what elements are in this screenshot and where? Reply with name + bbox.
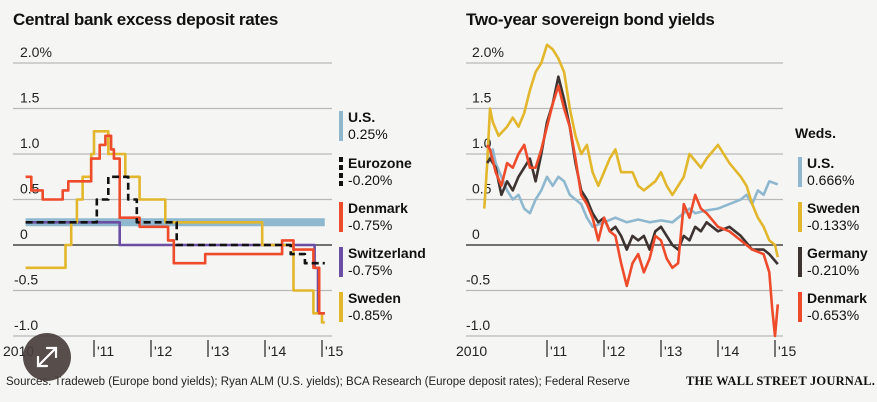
legend-swatch (339, 202, 343, 232)
series-line-us (488, 148, 779, 229)
legend-swatch (798, 202, 802, 232)
legend-swatch (798, 247, 802, 277)
legend-value: -0.133% (807, 217, 860, 233)
y-tick-label: 0 (20, 226, 28, 242)
legend-item-sweden-rate: Sweden -0.85% (339, 290, 401, 324)
y-tick-label: 0.5 (20, 181, 40, 197)
legend-name: Eurozone (348, 155, 412, 171)
right-x-tick-labels: 2010 '11 '12 '13 '14 '15 (456, 340, 796, 359)
x-tick-label: '12 (154, 343, 172, 359)
series-line-sweden (25, 130, 325, 324)
legend-swatch (798, 157, 802, 187)
x-tick-label: '14 (268, 343, 286, 359)
legend-name: U.S. (348, 109, 376, 125)
legend-value: 0.25% (348, 126, 388, 142)
y-tick-label: 2.0% (20, 44, 52, 60)
y-tick-label: 0.5 (472, 181, 492, 197)
series-line-germany (486, 75, 779, 265)
legend-name: U.S. (807, 155, 835, 171)
legend-value: -0.653% (807, 307, 860, 323)
legend-name: Sweden (348, 290, 401, 306)
x-tick-label: '13 (211, 343, 229, 359)
sources-note: Sources: Tradeweb (Europe bond yields); … (6, 376, 630, 388)
expand-button[interactable] (23, 333, 71, 381)
x-tick-label: '12 (607, 343, 625, 359)
y-tick-label: -0.5 (14, 272, 38, 288)
legend-swatch (339, 292, 343, 322)
x-tick-label: '11 (97, 343, 114, 359)
legend-value: -0.85% (348, 307, 393, 323)
left-y-tick-labels: 2.0% 1.5 1.0 0.5 0 -0.5 -1.0 (14, 44, 52, 333)
right-chart-title: Two-year sovereign bond yields (466, 10, 715, 29)
legend-title: Weds. (795, 125, 836, 141)
legend-name: Switzerland (348, 245, 426, 261)
legend-name: Germany (807, 245, 868, 261)
legend-swatch (339, 157, 343, 187)
publisher-logo: THE WALL STREET JOURNAL. (686, 374, 876, 388)
legend-name: Denmark (348, 200, 408, 216)
x-tick-label: '15 (325, 343, 343, 359)
legend-name: Sweden (807, 200, 860, 216)
left-series-lines (25, 130, 325, 324)
legend-value: -0.210% (807, 262, 860, 278)
legend-swatch (798, 292, 802, 322)
y-tick-label: -0.5 (466, 272, 490, 288)
x-tick-label: 2010 (456, 343, 487, 359)
legend-value: -0.75% (348, 217, 393, 233)
x-tick-label: '13 (664, 343, 682, 359)
legend-swatch (339, 111, 343, 141)
right-series-lines (483, 43, 780, 338)
legend-swatch (339, 247, 343, 277)
x-tick-label: '11 (550, 343, 567, 359)
legend-item-us-rate: U.S. 0.25% (339, 109, 388, 143)
y-tick-label: 0 (472, 226, 480, 242)
legend-value: -0.20% (348, 172, 393, 188)
x-tick-label: '14 (721, 343, 739, 359)
expand-arrows-icon (36, 346, 58, 368)
legend-value: 0.666% (807, 172, 855, 188)
y-tick-label: 1.5 (20, 90, 40, 106)
legend-item-us-yield: U.S. 0.666% (798, 155, 855, 189)
left-gridlines (13, 62, 332, 337)
series-line-sweden (483, 43, 780, 258)
x-tick-label: '15 (778, 343, 796, 359)
left-chart-title: Central bank excess deposit rates (13, 10, 279, 29)
legend-item-switzerland-rate: Switzerland -0.75% (339, 245, 426, 279)
legend-item-sweden-yield: Sweden -0.133% (798, 200, 860, 234)
legend-item-denmark-yield: Denmark -0.653% (798, 290, 867, 324)
legend-item-germany-yield: Germany -0.210% (798, 245, 868, 279)
legend-value: -0.75% (348, 262, 393, 278)
y-tick-label: -1.0 (14, 317, 38, 333)
y-tick-label: 1.0 (20, 135, 40, 151)
legend-name: Denmark (807, 290, 867, 306)
series-line-eurozone (25, 175, 325, 265)
legend-item-eurozone-rate: Eurozone -0.20% (339, 155, 412, 189)
series-line-denmark (25, 134, 325, 315)
series-line-denmark (486, 84, 780, 338)
y-tick-label: 2.0% (472, 44, 504, 60)
y-tick-label: -1.0 (466, 317, 490, 333)
legend-item-denmark-rate: Denmark -0.75% (339, 200, 408, 234)
y-tick-label: 1.5 (472, 90, 492, 106)
